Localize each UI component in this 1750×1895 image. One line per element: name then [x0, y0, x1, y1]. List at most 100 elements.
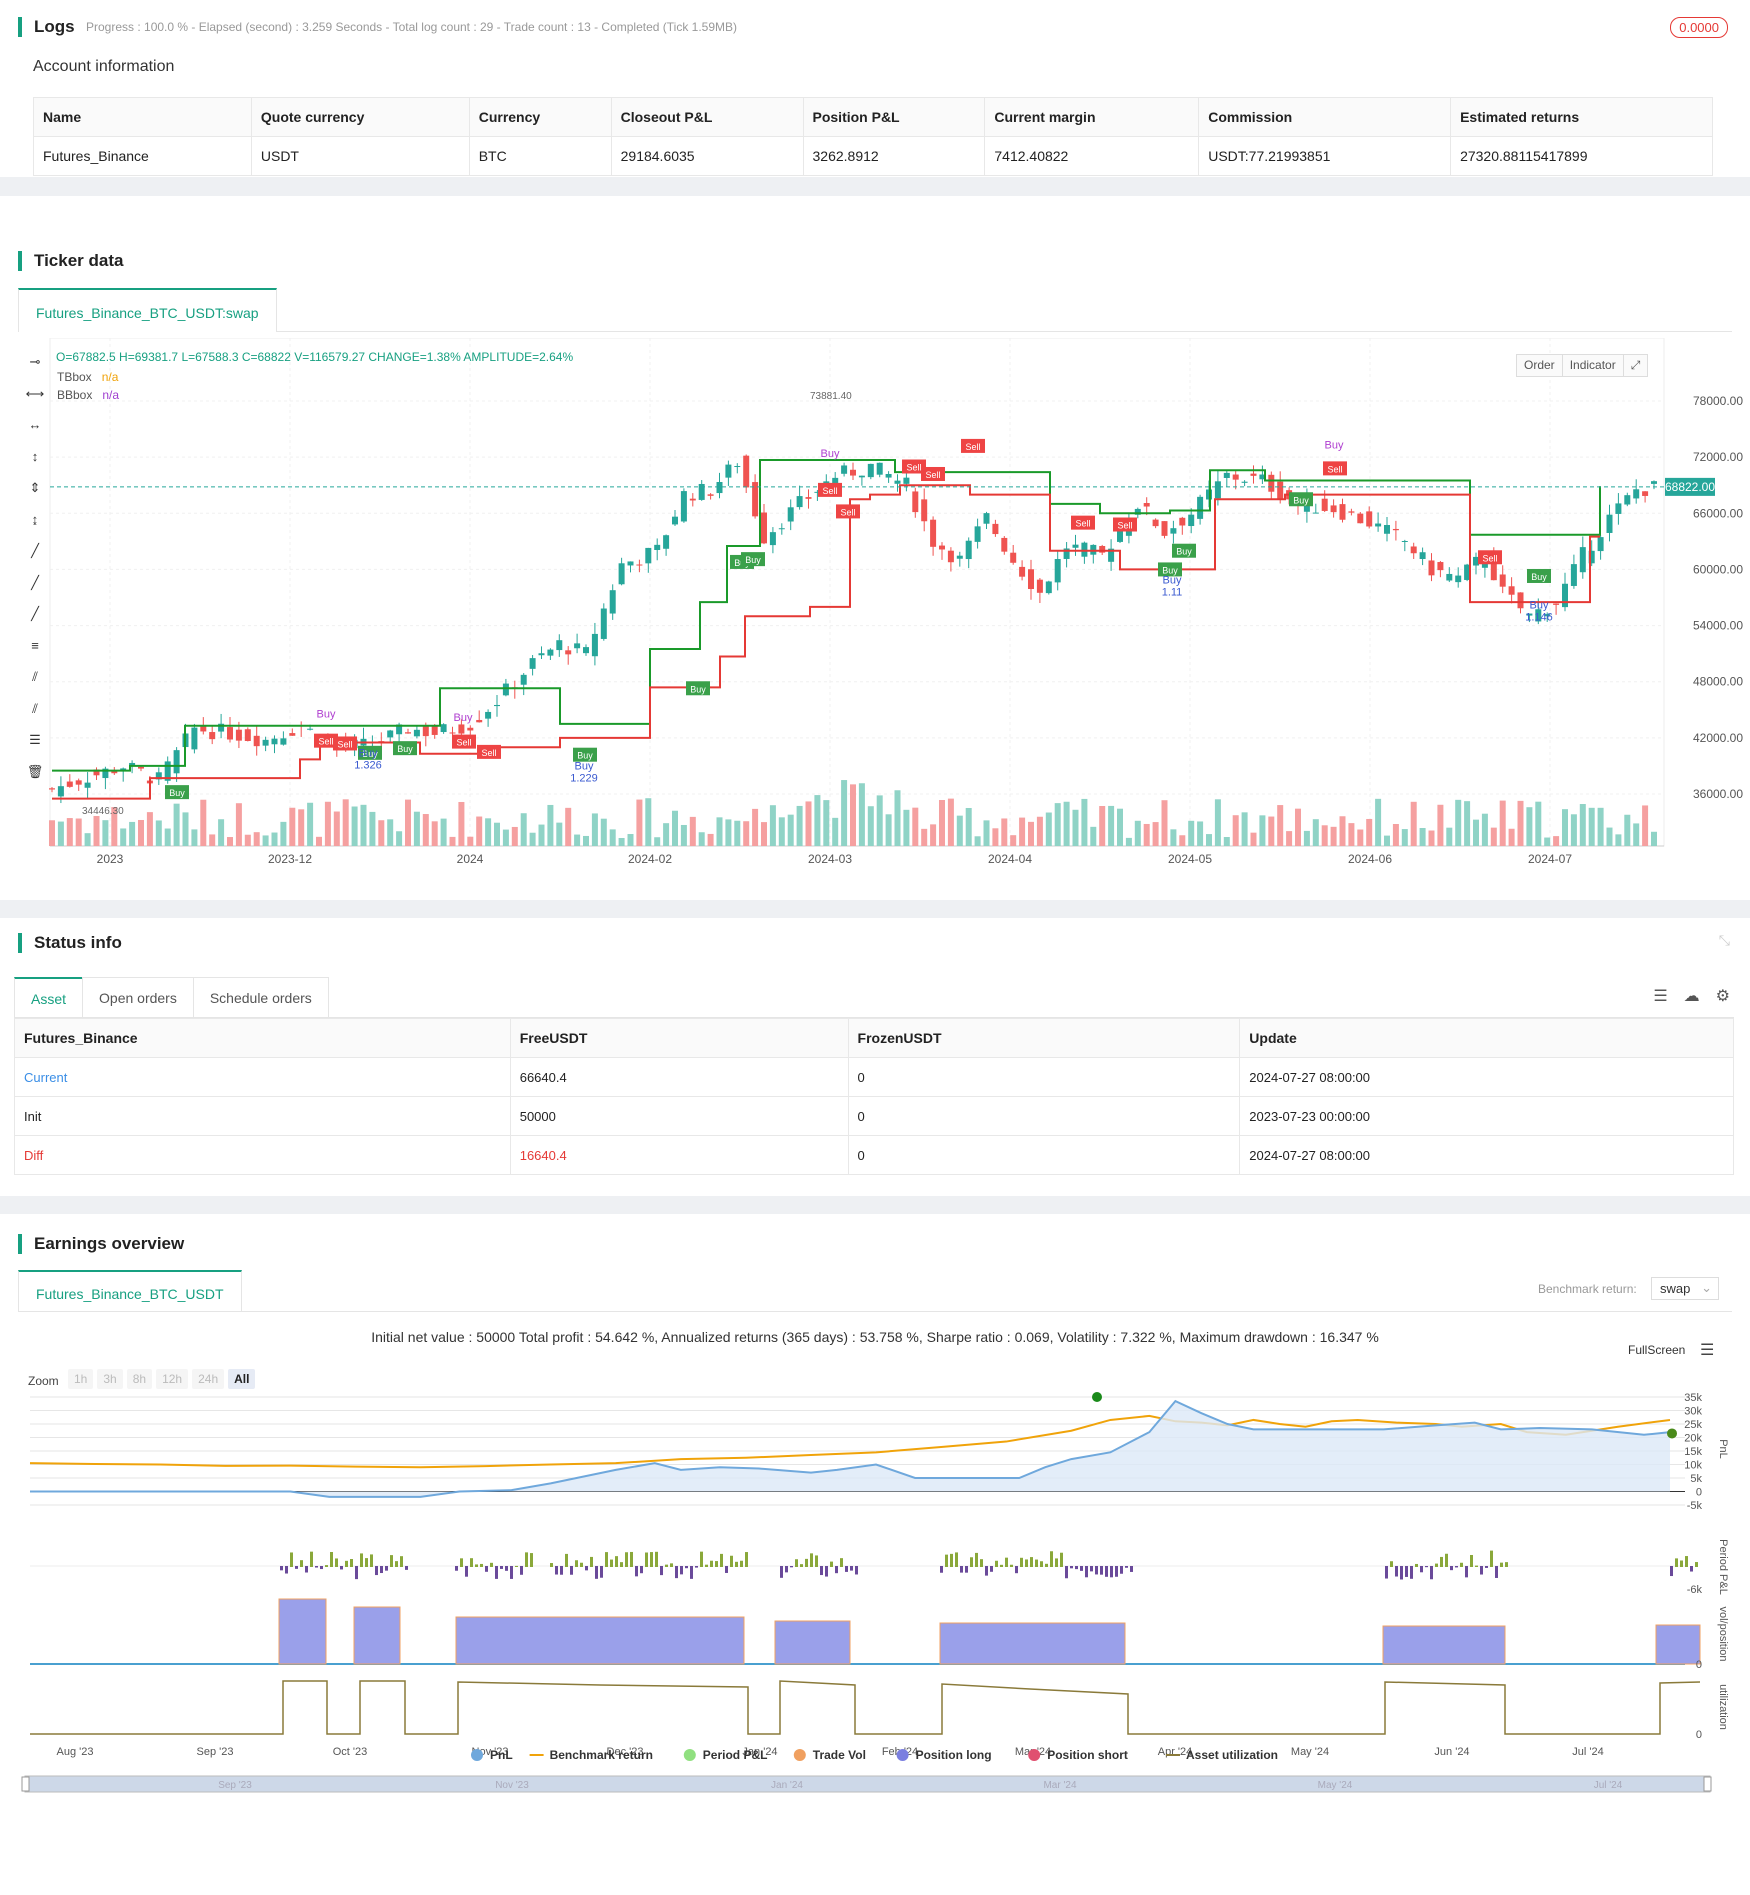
navigator-track[interactable]: [24, 1775, 1711, 1793]
legend-item-3[interactable]: Trade Vol: [793, 1748, 866, 1762]
zoom-option-3h[interactable]: 3h: [97, 1369, 123, 1389]
trash-icon[interactable]: 🗑: [26, 763, 44, 779]
date-tick-label: 2024-05: [1168, 852, 1212, 866]
period-pnl-bar: [555, 1566, 558, 1575]
cloud-upload-icon[interactable]: ☁: [1683, 988, 1700, 1005]
sell-marker: [1323, 461, 1347, 476]
column-header: Currency: [468, 97, 612, 137]
period-pnl-bar: [675, 1566, 678, 1579]
period-pnl-bar: [1670, 1566, 1673, 1577]
list-icon[interactable]: ☰: [1653, 988, 1668, 1005]
legend-item-6[interactable]: Asset utilization: [1166, 1748, 1278, 1762]
volume-bar: [155, 820, 162, 846]
position-bar: [353, 1606, 401, 1665]
asset-table: Futures_Binance FreeUSDT FrozenUSDT Update …: [14, 1018, 1734, 1175]
candle-body: [1028, 569, 1034, 590]
benchmark-select[interactable]: swap ⌄: [1651, 1277, 1719, 1300]
zoom-option-8h[interactable]: 8h: [126, 1369, 153, 1389]
period-pnl-bar: [1025, 1559, 1028, 1567]
cursor-icon[interactable]: ⊸: [29, 354, 41, 369]
menu-icon[interactable]: ☰: [1700, 1342, 1715, 1359]
fib-icon[interactable]: ⫽: [32, 700, 38, 716]
period-pnl-bar: [785, 1566, 788, 1573]
buy-marker: [741, 552, 765, 567]
zoom-option-1h[interactable]: 1h: [68, 1369, 94, 1389]
period-pnl-bar: [1475, 1565, 1478, 1567]
volume-bar: [636, 799, 643, 846]
price-label-icon[interactable]: ≡: [31, 637, 39, 653]
x-tick-label: Jun '24: [1434, 1746, 1469, 1758]
volume-bar: [494, 822, 500, 846]
vertical-line-icon[interactable]: ↕: [31, 448, 39, 464]
volume-bar: [1161, 800, 1168, 846]
volume-bar: [66, 818, 73, 846]
volume-bar: [75, 818, 82, 846]
volume-bar: [1553, 836, 1560, 846]
order-button[interactable]: Order: [1516, 354, 1563, 377]
parallel-channel-icon[interactable]: ⫽: [32, 669, 38, 684]
legend-bbbox-value: n/a: [102, 388, 120, 402]
legend-item-1[interactable]: Benchmark return: [529, 1748, 653, 1762]
volume-bar: [600, 818, 607, 846]
navigator-handle-right[interactable]: [1703, 1776, 1712, 1792]
legend-label: Position long: [916, 1748, 992, 1762]
legend-item-2[interactable]: Period P&L: [683, 1748, 768, 1762]
period-pnl-bar: [475, 1564, 478, 1567]
period-pnl-bar: [660, 1566, 663, 1576]
vertical-ray-icon[interactable]: ↨: [31, 511, 39, 527]
zoom-option-24h[interactable]: 24h: [192, 1369, 225, 1389]
zoom-option-All[interactable]: All: [228, 1369, 256, 1389]
navigator-handle-left[interactable]: [21, 1776, 30, 1792]
volume-bar: [1517, 800, 1524, 846]
period-pnl-bar: [855, 1566, 858, 1575]
buy-marker: [1158, 562, 1182, 577]
volume-bar: [547, 804, 554, 846]
zoom-option-12h[interactable]: 12h: [156, 1369, 189, 1389]
ticker-tabbar: Futures_Binance_BTC_USDT:swap: [18, 288, 1732, 332]
period-pnl-bar: [1460, 1562, 1463, 1567]
volume-bar: [1286, 831, 1293, 846]
tab-asset[interactable]: Asset: [14, 977, 84, 1017]
buy-annotation: Buy: [454, 712, 473, 724]
legend-item-5[interactable]: Position short: [1028, 1748, 1128, 1762]
period-pnl-bar: [1415, 1563, 1418, 1567]
indicator-button[interactable]: Indicator: [1561, 354, 1624, 377]
volume-bar: [707, 833, 714, 846]
period-pnl-bar: [1100, 1566, 1103, 1575]
trend-line-icon[interactable]: ╱: [31, 543, 39, 558]
volume-bar: [1152, 822, 1159, 846]
candle-body: [227, 727, 233, 740]
candle-body: [752, 482, 759, 517]
horizontal-line-icon[interactable]: ⟷: [25, 385, 45, 401]
period-pnl-bar: [1035, 1559, 1038, 1567]
earnings-tab-symbol[interactable]: Futures_Binance_BTC_USDT: [18, 1270, 242, 1312]
legend-item-4[interactable]: Position long: [896, 1748, 992, 1762]
volume-bar: [467, 836, 474, 846]
candlestick-chart[interactable]: 78000.00 72000.00 66000.00 60000.00 54000.00…: [0, 338, 1750, 898]
period-pnl-bar: [810, 1553, 813, 1567]
expand-icon[interactable]: ⤢: [1622, 354, 1649, 377]
volume-bar: [333, 811, 340, 846]
vertical-segment-icon[interactable]: ⇕: [29, 480, 41, 495]
candle-body: [609, 590, 616, 614]
ray-line-icon[interactable]: ╱: [31, 574, 39, 590]
legend-item-0[interactable]: PnL: [471, 1748, 513, 1762]
horizontal-ray-icon[interactable]: ↔: [28, 417, 42, 432]
candle-body: [947, 550, 954, 563]
candle-body: [680, 491, 687, 522]
table-cell: 0: [847, 1057, 1241, 1097]
horizontal-lines-icon[interactable]: ☰: [29, 732, 41, 747]
tab-schedule-orders[interactable]: Schedule orders: [192, 977, 329, 1017]
fullscreen-button[interactable]: FullScreen: [1628, 1343, 1686, 1357]
ticker-tab-symbol[interactable]: Futures_Binance_BTC_USDT:swap: [18, 288, 277, 332]
volume-bar: [752, 808, 759, 846]
gear-icon[interactable]: ⚙: [1715, 988, 1730, 1005]
collapse-icon[interactable]: ⤡: [1718, 932, 1730, 948]
buy-label: Buy: [1162, 565, 1178, 575]
candle-body: [1588, 550, 1595, 564]
period-pnl-bar: [815, 1555, 818, 1567]
extended-line-icon[interactable]: ╱: [31, 606, 39, 621]
tab-open-orders[interactable]: Open orders: [82, 977, 194, 1017]
period-pnl-bar: [470, 1558, 473, 1567]
